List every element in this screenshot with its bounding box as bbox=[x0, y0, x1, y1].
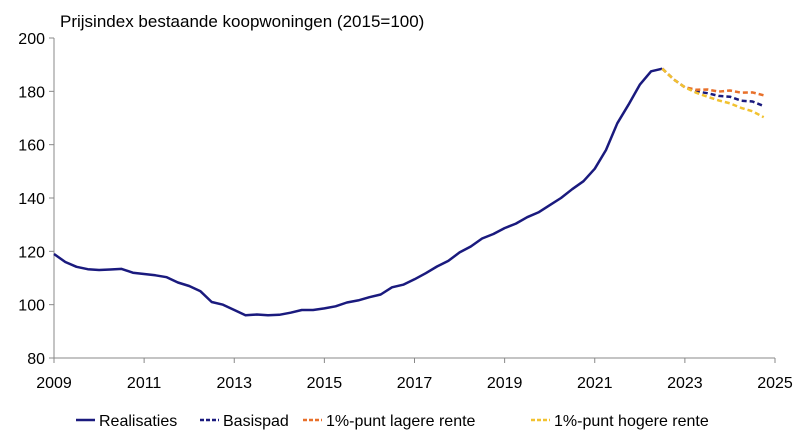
y-tick-label: 140 bbox=[18, 191, 45, 208]
x-tick-label: 2019 bbox=[487, 375, 523, 392]
legend-label-4: 1%-punt hogere rente bbox=[554, 413, 709, 430]
legend: Realisaties Basispad 1%-punt lagere rente 1… bbox=[76, 413, 709, 430]
x-tick-label: 2025 bbox=[757, 375, 793, 392]
axes: 80 100 120 140 160 180 200 2009 2011 2013 2015 2017… bbox=[18, 31, 793, 392]
y-tick-label: 200 bbox=[18, 31, 45, 48]
x-tick-label: 2009 bbox=[36, 375, 72, 392]
y-tick-label: 100 bbox=[18, 298, 45, 315]
x-tick-label: 2013 bbox=[216, 375, 252, 392]
y-tick-label: 160 bbox=[18, 138, 45, 155]
y-tick-label: 180 bbox=[18, 84, 45, 101]
series-line-3 bbox=[661, 67, 765, 97]
x-tick-label: 2011 bbox=[127, 375, 162, 392]
series-line-4 bbox=[661, 67, 765, 119]
x-tick-label: 2021 bbox=[577, 375, 613, 392]
series-layer bbox=[53, 67, 765, 317]
y-tick-label: 120 bbox=[18, 244, 45, 261]
series-line-2 bbox=[661, 67, 765, 108]
legend-label-1: Realisaties bbox=[99, 413, 177, 430]
x-tick-label: 2017 bbox=[397, 375, 433, 392]
x-tick-label: 2015 bbox=[307, 375, 343, 392]
x-tick-label: 2023 bbox=[667, 375, 703, 392]
legend-label-3: 1%-punt lagere rente bbox=[326, 413, 476, 430]
series-line-1 bbox=[53, 67, 663, 317]
legend-label-2: Basispad bbox=[223, 413, 289, 430]
y-tick-label: 80 bbox=[27, 351, 45, 368]
chart-title: Prijsindex bestaande koopwoningen (2015=… bbox=[60, 12, 424, 31]
